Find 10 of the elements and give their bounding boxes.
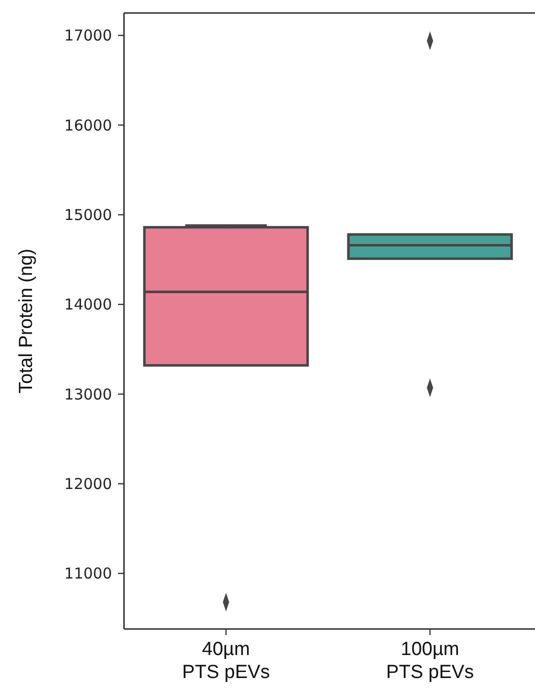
y-tick-label: 14000 xyxy=(64,296,112,314)
x-tick-label: 40µm PTS pEVs xyxy=(182,639,270,683)
y-tick-label: 17000 xyxy=(64,26,112,45)
y-tick-label: 15000 xyxy=(64,206,112,224)
y-tick-label: 11000 xyxy=(64,564,112,583)
y-axis-title: Total Protein (ng) xyxy=(16,248,37,394)
y-tick-label: 13000 xyxy=(64,385,112,404)
y-tick-label: 12000 xyxy=(64,474,112,493)
x-tick-label: 100µm PTS pEVs xyxy=(386,639,474,683)
y-tick-label: 16000 xyxy=(64,116,112,134)
